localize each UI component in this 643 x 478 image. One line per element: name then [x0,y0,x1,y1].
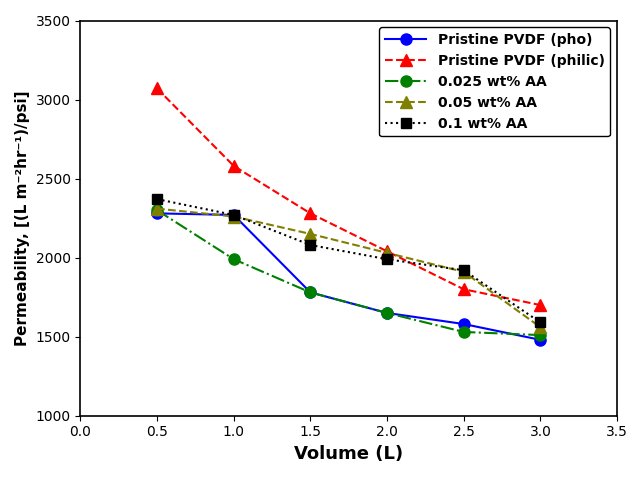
0.025 wt% AA [230,256,238,262]
Pristine PVDF (philic) [536,302,544,308]
Line: 0.1 wt% AA: 0.1 wt% AA [152,194,545,327]
0.05 wt% AA [536,325,544,330]
Line: 0.025 wt% AA: 0.025 wt% AA [152,205,546,341]
0.025 wt% AA [536,332,544,338]
0.1 wt% AA [460,267,467,273]
Legend: Pristine PVDF (pho), Pristine PVDF (philic), 0.025 wt% AA, 0.05 wt% AA, 0.1 wt% : Pristine PVDF (pho), Pristine PVDF (phil… [379,27,610,136]
Pristine PVDF (philic) [460,286,467,292]
0.1 wt% AA [153,196,161,202]
0.1 wt% AA [383,256,391,262]
Pristine PVDF (philic) [230,163,238,169]
0.1 wt% AA [536,320,544,326]
0.025 wt% AA [460,329,467,335]
Y-axis label: Permeability, [(L m⁻²hr⁻¹)/psi]: Permeability, [(L m⁻²hr⁻¹)/psi] [15,90,30,346]
0.05 wt% AA [230,214,238,219]
X-axis label: Volume (L): Volume (L) [294,445,403,463]
0.025 wt% AA [383,310,391,316]
Line: Pristine PVDF (pho): Pristine PVDF (pho) [152,208,546,346]
Pristine PVDF (pho) [307,290,314,295]
0.1 wt% AA [307,242,314,248]
0.025 wt% AA [307,290,314,295]
Line: 0.05 wt% AA: 0.05 wt% AA [152,203,546,333]
Pristine PVDF (pho) [460,321,467,327]
Pristine PVDF (pho) [536,337,544,343]
Pristine PVDF (philic) [383,249,391,254]
Pristine PVDF (pho) [153,210,161,216]
0.05 wt% AA [460,269,467,275]
Pristine PVDF (philic) [307,210,314,216]
0.05 wt% AA [153,206,161,211]
Pristine PVDF (philic) [153,86,161,91]
0.05 wt% AA [383,250,391,256]
0.025 wt% AA [153,207,161,213]
Pristine PVDF (pho) [383,310,391,316]
0.05 wt% AA [307,231,314,237]
Pristine PVDF (pho) [230,212,238,218]
0.1 wt% AA [230,212,238,218]
Line: Pristine PVDF (philic): Pristine PVDF (philic) [152,83,546,311]
